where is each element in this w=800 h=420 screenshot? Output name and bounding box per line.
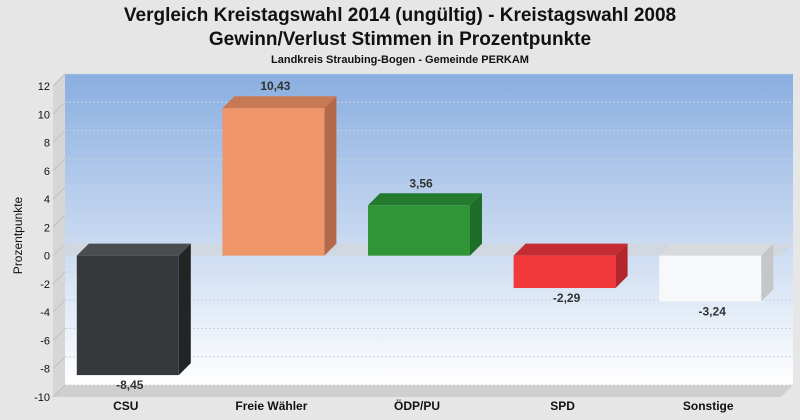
data-label: -3,24 [699,304,727,318]
bar-top [513,243,628,256]
bar [222,108,325,256]
y-tick-label: 2 [44,222,50,234]
data-label: 10,43 [260,79,290,93]
bar-side [615,243,628,289]
gridline-wall [52,101,66,115]
bar [659,255,762,302]
chart-title: Vergleich Kreistagswahl 2014 (ungültig) … [0,4,800,52]
axes: 12 10 8 6 4 2 0 -2 -4 -6 -8 -10 CSU Freie Wähler ÖDP/P… [11,81,734,413]
x-tick-label: SPD [550,399,575,413]
gridline-wall [52,299,66,313]
gridline-wall [52,356,66,370]
y-tick-label: -4 [40,307,50,319]
bar-top [76,243,191,256]
bar-side [324,96,337,256]
bar-top [222,96,337,109]
gridline-wall [52,271,66,285]
y-axis-label: Prozentpunkte [11,196,25,274]
y-tick-label: -2 [40,279,50,291]
y-tick-label: -8 [40,364,50,376]
chart-title-line2: Gewinn/Verlust Stimmen in Prozentpunkte [208,29,592,50]
bar [368,205,470,256]
bar-top [659,243,774,256]
gridline-wall [52,186,66,200]
y-tick-label: 6 [44,166,50,178]
floor [53,385,793,397]
bar-side [470,193,482,256]
x-tick-label: Freie Wähler [235,399,307,413]
left-wall [53,74,65,397]
gridline-wall [52,73,66,87]
x-tick-label: Sonstige [683,399,734,413]
bar [513,255,616,289]
y-tick-label: 10 [38,109,50,121]
chart-subtitle: Landkreis Straubing-Bogen - Gemeinde PER… [271,54,529,66]
gridline-wall [52,328,66,341]
gridline-wall [52,215,66,228]
data-label: -2,29 [553,291,581,305]
bars [76,96,774,376]
data-label: 3,56 [409,176,433,190]
value-labels: -8,45 10,43 3,56 -2,29 -3,24 [116,79,726,392]
y-tick-label: -10 [34,392,50,404]
chart-title-line1: Vergleich Kreistagswahl 2014 (ungültig) … [123,5,677,26]
gridline-wall [52,384,66,398]
x-tick-label: CSU [113,399,138,413]
y-tick-label: 4 [44,194,50,206]
bar-side [761,243,774,302]
y-tick-label: 0 [44,251,50,263]
y-tick-label: -6 [40,335,50,347]
y-tick-label: 8 [44,138,50,150]
bar-top [368,193,482,206]
y-tick-label: 12 [38,81,50,93]
x-tick-label: ÖDP/PU [394,398,440,413]
bar-side [178,243,191,376]
gridline-wall [52,130,66,143]
data-label: -8,45 [116,378,144,392]
gridline-wall [52,158,66,172]
bar [76,255,179,376]
